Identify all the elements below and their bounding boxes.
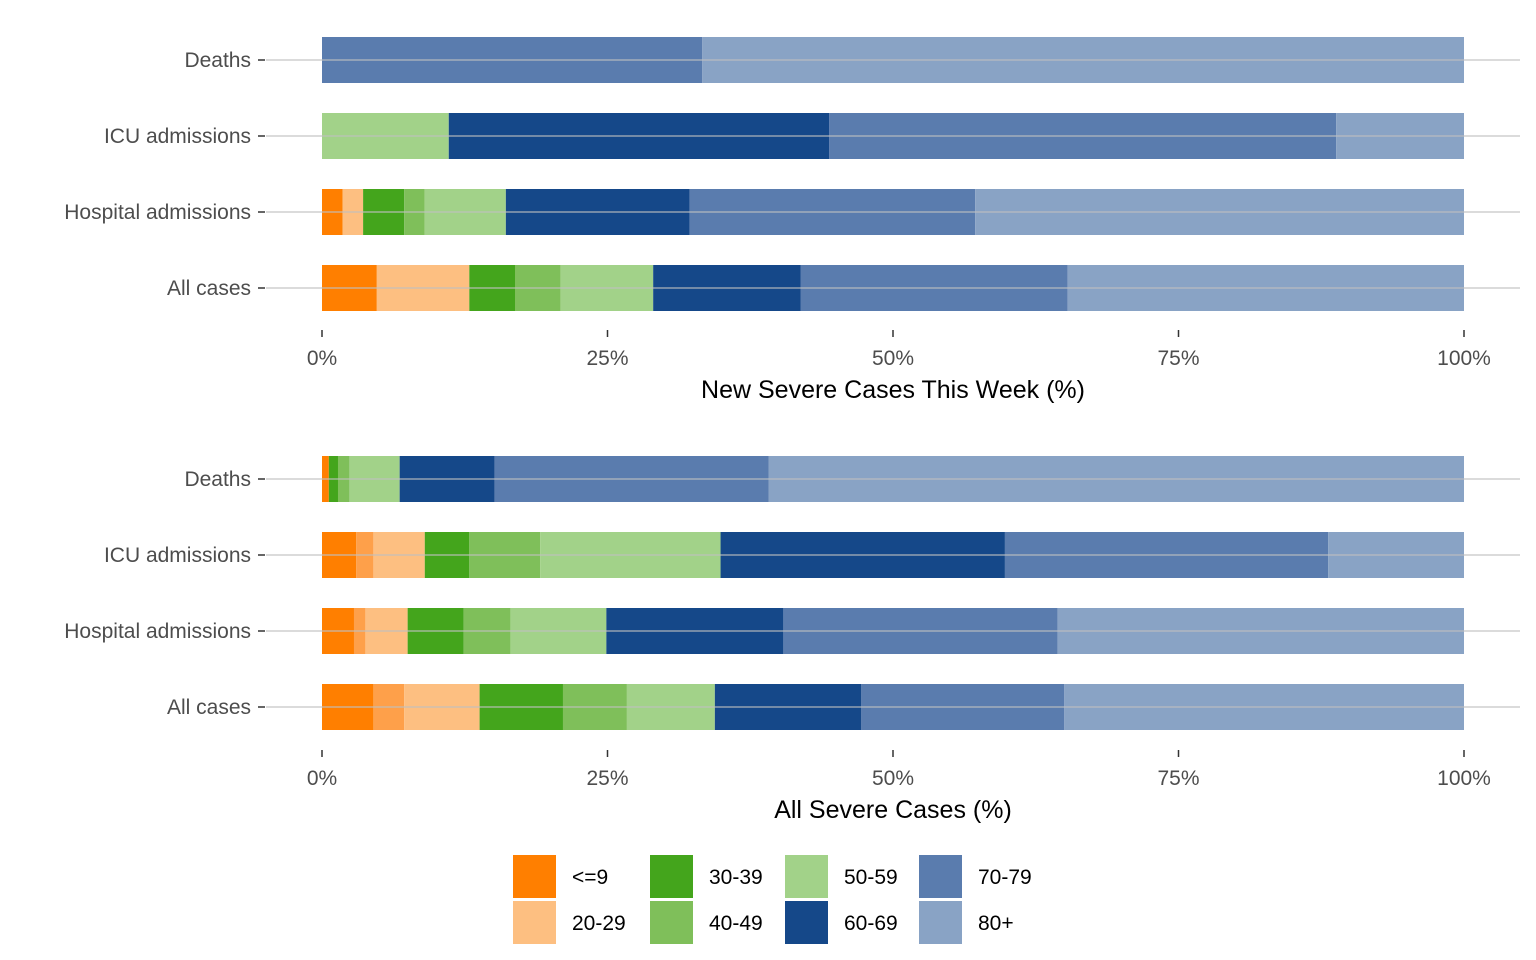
legend-swatch-50-59 <box>785 855 828 898</box>
category-label-hospital-admissions: Hospital admissions <box>64 201 251 224</box>
legend: <=9 20-29 30-39 40-49 50-59 60-69 70-79 80+ <box>513 855 1032 944</box>
legend-label-20-29: 20-29 <box>572 912 626 935</box>
legend-swatch-40-49 <box>650 901 693 944</box>
x-tick-label-25: 25% <box>586 767 628 790</box>
x-tick-label-75: 75% <box>1157 347 1199 370</box>
x-tick-label-100: 100% <box>1437 767 1491 790</box>
legend-label-50-59: 50-59 <box>844 866 898 889</box>
legend-swatch-30-39 <box>650 855 693 898</box>
x-tick-label-75: 75% <box>1157 767 1199 790</box>
legend-label-60-69: 60-69 <box>844 912 898 935</box>
x-axis-title-all-severe-cases: All Severe Cases (%) <box>774 796 1012 824</box>
x-tick-label-0: 0% <box>307 767 337 790</box>
category-label-icu-admissions: ICU admissions <box>104 125 251 148</box>
legend-swatch-80 <box>919 901 962 944</box>
category-label-all-cases: All cases <box>167 696 251 719</box>
x-tick-label-50: 50% <box>872 767 914 790</box>
category-label-deaths: Deaths <box>184 468 251 491</box>
legend-label-9: <=9 <box>572 866 608 889</box>
legend-label-30-39: 30-39 <box>709 866 763 889</box>
legend-swatch-9 <box>513 855 556 898</box>
x-tick-label-0: 0% <box>307 347 337 370</box>
panel-all-severe-cases: Deaths ICU admissions Hospital admissions A… <box>64 456 1520 790</box>
category-label-hospital-admissions: Hospital admissions <box>64 620 251 643</box>
x-tick-label-25: 25% <box>586 347 628 370</box>
legend-label-70-79: 70-79 <box>978 866 1032 889</box>
panel-new-severe-cases: Deaths ICU admissions Hospital admissions A… <box>64 37 1520 370</box>
category-label-deaths: Deaths <box>184 49 251 72</box>
category-label-all-cases: All cases <box>167 277 251 300</box>
legend-swatch-20-29 <box>513 901 556 944</box>
legend-label-40-49: 40-49 <box>709 912 763 935</box>
legend-swatch-70-79 <box>919 855 962 898</box>
x-tick-label-50: 50% <box>872 347 914 370</box>
x-axis-title-new-severe-cases: New Severe Cases This Week (%) <box>701 376 1085 404</box>
legend-swatch-60-69 <box>785 901 828 944</box>
x-tick-label-100: 100% <box>1437 347 1491 370</box>
legend-label-80: 80+ <box>978 912 1014 935</box>
category-label-icu-admissions: ICU admissions <box>104 544 251 567</box>
